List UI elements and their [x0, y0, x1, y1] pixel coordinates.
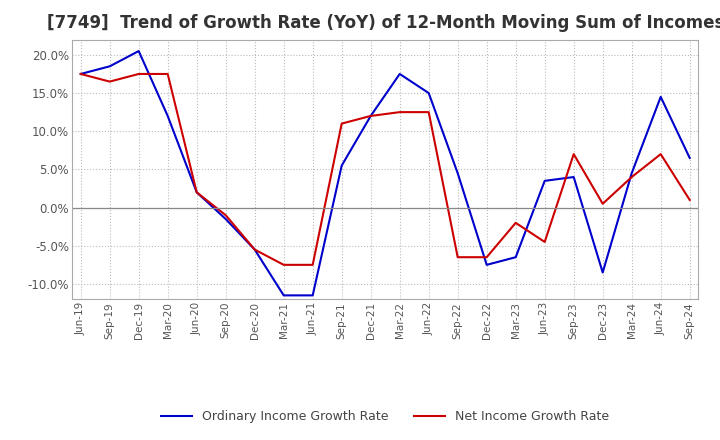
Net Income Growth Rate	[308, 262, 317, 268]
Net Income Growth Rate	[541, 239, 549, 245]
Title: [7749]  Trend of Growth Rate (YoY) of 12-Month Moving Sum of Incomes: [7749] Trend of Growth Rate (YoY) of 12-…	[47, 15, 720, 33]
Net Income Growth Rate	[570, 151, 578, 157]
Net Income Growth Rate	[163, 71, 172, 77]
Ordinary Income Growth Rate	[598, 270, 607, 275]
Ordinary Income Growth Rate	[657, 94, 665, 99]
Ordinary Income Growth Rate	[685, 155, 694, 161]
Ordinary Income Growth Rate	[511, 255, 520, 260]
Ordinary Income Growth Rate	[424, 90, 433, 95]
Net Income Growth Rate	[338, 121, 346, 126]
Line: Net Income Growth Rate: Net Income Growth Rate	[81, 74, 690, 265]
Ordinary Income Growth Rate	[192, 190, 201, 195]
Ordinary Income Growth Rate	[454, 171, 462, 176]
Net Income Growth Rate	[511, 220, 520, 225]
Ordinary Income Growth Rate	[627, 171, 636, 176]
Ordinary Income Growth Rate	[105, 64, 114, 69]
Net Income Growth Rate	[76, 71, 85, 77]
Net Income Growth Rate	[657, 151, 665, 157]
Ordinary Income Growth Rate	[221, 216, 230, 222]
Net Income Growth Rate	[627, 174, 636, 180]
Ordinary Income Growth Rate	[570, 174, 578, 180]
Net Income Growth Rate	[251, 247, 259, 252]
Ordinary Income Growth Rate	[366, 114, 375, 119]
Ordinary Income Growth Rate	[279, 293, 288, 298]
Legend: Ordinary Income Growth Rate, Net Income Growth Rate: Ordinary Income Growth Rate, Net Income …	[156, 405, 614, 428]
Ordinary Income Growth Rate	[482, 262, 491, 268]
Ordinary Income Growth Rate	[76, 71, 85, 77]
Ordinary Income Growth Rate	[163, 114, 172, 119]
Net Income Growth Rate	[221, 213, 230, 218]
Net Income Growth Rate	[598, 201, 607, 206]
Ordinary Income Growth Rate	[251, 247, 259, 252]
Net Income Growth Rate	[685, 197, 694, 202]
Net Income Growth Rate	[135, 71, 143, 77]
Net Income Growth Rate	[192, 190, 201, 195]
Net Income Growth Rate	[454, 255, 462, 260]
Net Income Growth Rate	[105, 79, 114, 84]
Ordinary Income Growth Rate	[541, 178, 549, 183]
Net Income Growth Rate	[424, 110, 433, 115]
Line: Ordinary Income Growth Rate: Ordinary Income Growth Rate	[81, 51, 690, 295]
Net Income Growth Rate	[366, 114, 375, 119]
Ordinary Income Growth Rate	[338, 163, 346, 168]
Net Income Growth Rate	[482, 255, 491, 260]
Ordinary Income Growth Rate	[308, 293, 317, 298]
Net Income Growth Rate	[279, 262, 288, 268]
Ordinary Income Growth Rate	[395, 71, 404, 77]
Net Income Growth Rate	[395, 110, 404, 115]
Ordinary Income Growth Rate	[135, 48, 143, 54]
